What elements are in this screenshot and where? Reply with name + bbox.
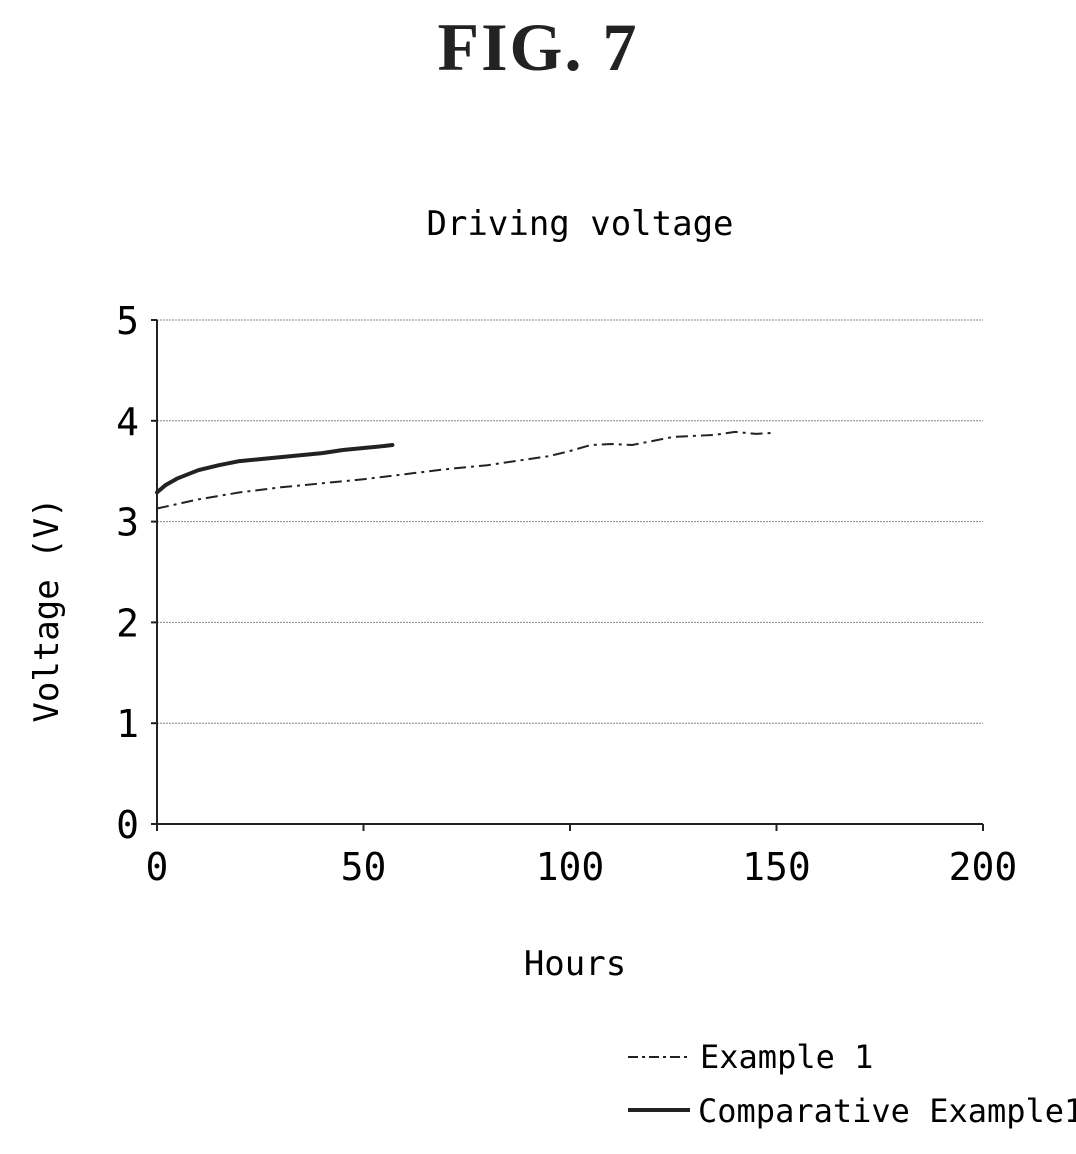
chart-title: Driving voltage bbox=[426, 204, 733, 244]
x-tick-label-50: 50 bbox=[341, 845, 387, 889]
x-tick-labels: 0 50 100 150 200 bbox=[146, 845, 1018, 889]
legend-label-example-1: Example 1 bbox=[700, 1038, 873, 1076]
series-lines bbox=[155, 430, 773, 510]
y-tick-label-5: 5 bbox=[116, 299, 139, 343]
series-line-example-1 bbox=[156, 430, 773, 510]
x-axis-label: Hours bbox=[524, 944, 626, 984]
y-tick-label-4: 4 bbox=[116, 400, 139, 444]
y-axis-label: Voltage (V) bbox=[27, 497, 67, 722]
gridlines bbox=[157, 319, 983, 724]
figure-label: FIG. 7 bbox=[437, 9, 639, 85]
x-tick-label-0: 0 bbox=[146, 845, 169, 889]
y-tick-labels: 0 1 2 3 4 5 bbox=[116, 299, 139, 847]
legend: Example 1 Comparative Example1 bbox=[628, 1038, 1076, 1130]
legend-label-comparative-example-1: Comparative Example1 bbox=[698, 1092, 1076, 1130]
x-tick-label-150: 150 bbox=[742, 845, 811, 889]
x-tick-label-100: 100 bbox=[536, 845, 605, 889]
y-tick-label-1: 1 bbox=[116, 702, 139, 746]
y-tick-label-0: 0 bbox=[116, 803, 139, 847]
y-tick-label-2: 2 bbox=[116, 601, 139, 645]
y-tick-label-3: 3 bbox=[116, 501, 139, 545]
series-line-comparative-example-1 bbox=[155, 443, 395, 495]
x-tick-label-200: 200 bbox=[949, 845, 1018, 889]
axes bbox=[151, 319, 984, 831]
